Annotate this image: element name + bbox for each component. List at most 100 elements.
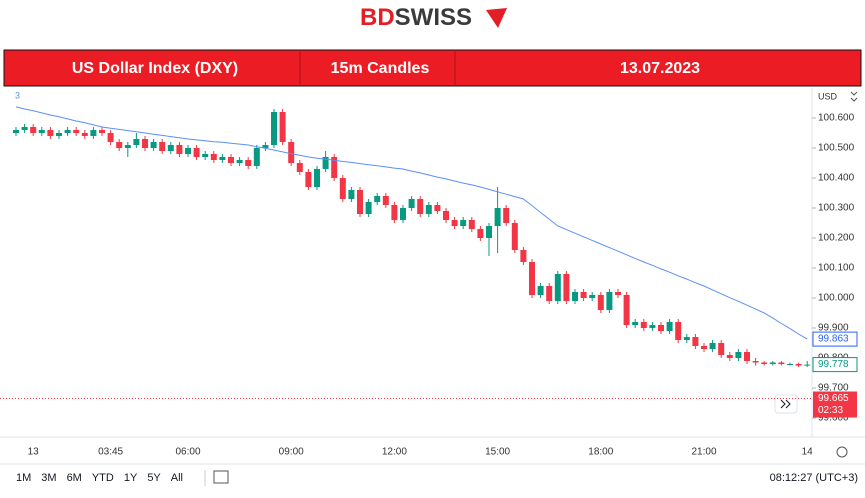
candle-body [47, 130, 54, 136]
candle-body [460, 220, 467, 226]
candle-body [210, 154, 217, 160]
y-tick-label: 100.500 [818, 143, 855, 154]
candle-body [623, 295, 630, 325]
y-tick-label: 99.700 [818, 383, 849, 394]
candle-body [331, 157, 338, 178]
candle-body [365, 202, 372, 214]
range-button[interactable]: 1Y [124, 472, 138, 484]
candle-body [305, 172, 312, 187]
candle-body [615, 292, 621, 295]
candle-body [417, 199, 424, 214]
candle-body [529, 262, 535, 295]
range-button[interactable]: 5Y [147, 472, 161, 484]
candle-body [167, 145, 174, 151]
candle-body [193, 148, 200, 157]
candle-body [494, 208, 501, 226]
price-box [813, 391, 857, 418]
candle-body [176, 145, 183, 154]
y-tick-label: 99.600 [818, 413, 849, 424]
date-range-icon[interactable] [213, 470, 229, 484]
candle-body [520, 250, 527, 262]
logo: BDSWISS [360, 4, 472, 31]
candle-body [185, 148, 191, 154]
candle-body [245, 160, 252, 166]
candle-body [709, 343, 716, 349]
x-tick-label: 06:00 [175, 447, 200, 458]
candle-body [374, 196, 381, 202]
candle-body [296, 163, 303, 172]
candle-body [133, 139, 140, 145]
y-tick-label: 100.100 [818, 263, 855, 274]
candle-body [468, 220, 475, 229]
x-tick-label: 12:00 [382, 447, 407, 458]
logo-swiss: SWISS [395, 4, 472, 31]
x-tick-label: 21:00 [691, 447, 716, 458]
y-tick-label: 99.900 [818, 323, 849, 334]
candle-body [159, 142, 166, 151]
candle-body [56, 133, 62, 136]
candle-body [38, 130, 45, 133]
moving-average [15, 106, 808, 340]
candle-body [563, 274, 570, 301]
range-button[interactable]: All [171, 472, 183, 484]
candle-body [90, 130, 97, 136]
candle-body [391, 205, 398, 220]
range-button[interactable]: 1M [16, 472, 31, 484]
candle-body [666, 322, 673, 331]
candle-body [279, 112, 286, 142]
candle-body [116, 142, 123, 148]
candle-body [288, 142, 295, 163]
candle-body [451, 220, 458, 226]
candle-body [744, 352, 750, 361]
candle-body [339, 178, 346, 199]
range-button[interactable]: 6M [67, 472, 82, 484]
price-box-label: 99.665 [818, 393, 849, 404]
currency-icon[interactable] [850, 91, 858, 102]
indicator-label: 3 [15, 90, 20, 100]
candle-body [150, 142, 157, 148]
candle-body [253, 148, 260, 166]
candle-body [262, 145, 269, 148]
candle-body [804, 364, 811, 366]
header-date: 13.07.2023 [620, 60, 700, 77]
candle-body [597, 295, 604, 310]
candle-body [726, 355, 733, 358]
candle-body [357, 190, 363, 214]
candle-body [64, 130, 71, 133]
range-button[interactable]: YTD [92, 472, 114, 484]
candle-body [511, 223, 518, 250]
x-tick-label: 15:00 [485, 447, 510, 458]
candle-body [632, 322, 639, 325]
candle-body [486, 226, 492, 238]
y-tick-label: 100.200 [818, 233, 855, 244]
candle-body [202, 154, 209, 157]
x-tick-label: 03:45 [98, 447, 123, 458]
candle-body [322, 157, 329, 169]
candle-body [124, 145, 131, 148]
candle-body [99, 130, 105, 133]
y-tick-label: 100.600 [818, 113, 855, 124]
range-button[interactable]: 3M [41, 472, 56, 484]
candle-body [271, 112, 277, 145]
candle-body [503, 208, 510, 223]
candle-body [761, 362, 768, 364]
settings-icon[interactable] [836, 446, 848, 458]
price-box-label: 99.863 [818, 334, 849, 345]
candle-body [546, 286, 553, 301]
countdown-label: 02:33 [818, 405, 843, 416]
y-tick-label: 100.400 [818, 173, 855, 184]
candle-body [107, 133, 114, 142]
candle-body [13, 130, 19, 133]
candle-body [718, 343, 725, 355]
candle-body [228, 157, 234, 163]
candle-body [795, 364, 802, 366]
scroll-button[interactable] [774, 394, 798, 414]
header-bar [3, 49, 862, 87]
candle-body [443, 211, 449, 220]
x-tick-label: 09:00 [279, 447, 304, 458]
candle-body [675, 322, 682, 340]
header-title: US Dollar Index (DXY) [72, 60, 238, 77]
candle-body [752, 361, 759, 363]
candle-body [348, 190, 355, 199]
